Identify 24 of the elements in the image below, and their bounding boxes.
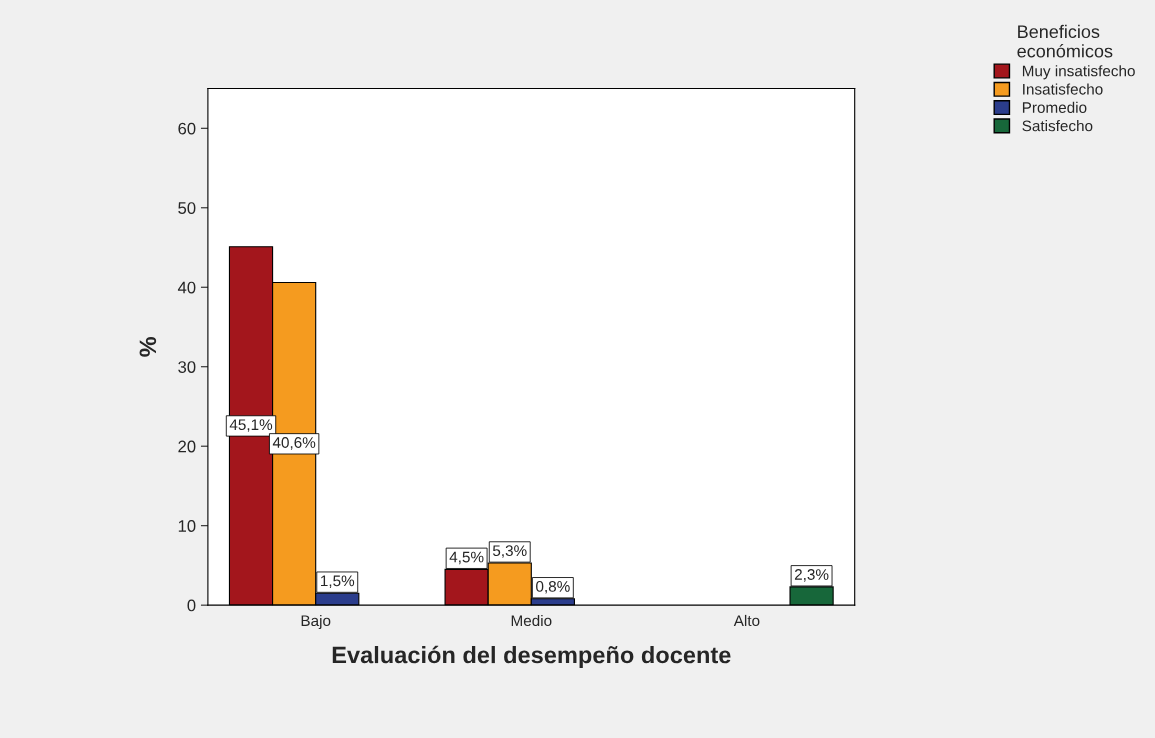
data-label: 45,1% xyxy=(229,419,273,432)
legend-label: Satisfecho xyxy=(1022,120,1093,132)
data-label: 2,3% xyxy=(794,569,829,582)
data-label: 0,8% xyxy=(536,580,570,594)
data-label: 40,6% xyxy=(272,437,316,450)
legend-label: Promedio xyxy=(1022,101,1087,113)
y-tick-label: 0 xyxy=(187,599,196,612)
y-tick-label: 20 xyxy=(178,440,196,453)
x-tick-label: Alto xyxy=(733,614,760,627)
y-tick-label: 50 xyxy=(178,202,196,214)
data-label: 5,3% xyxy=(492,545,527,558)
x-tick-label: Medio xyxy=(511,614,552,627)
legend-label: Muy insatisfecho xyxy=(1022,65,1135,80)
legend-title: Beneficios económicos xyxy=(1017,24,1113,58)
legend-label: Insatisfecho xyxy=(1023,83,1103,95)
y-axis-title: % xyxy=(139,336,157,357)
y-tick-label: 40 xyxy=(177,281,196,294)
y-tick-label: 30 xyxy=(178,361,196,373)
y-tick-label: 10 xyxy=(178,520,196,532)
data-label: 1,5% xyxy=(321,575,355,589)
x-axis-title: Evaluación del desempeño docente xyxy=(332,645,731,669)
data-label: 4,5% xyxy=(449,551,484,565)
x-tick-label: Bajo xyxy=(301,614,331,630)
y-tick-label: 60 xyxy=(178,122,196,135)
